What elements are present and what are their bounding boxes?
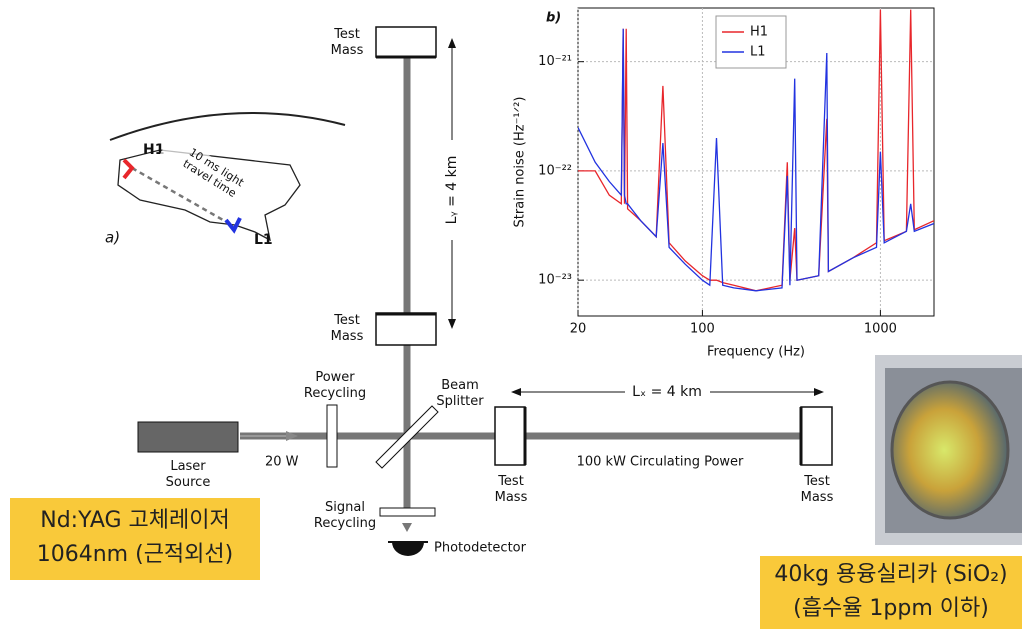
site-label: L1 xyxy=(254,232,273,248)
component-label: Beam Splitter xyxy=(436,378,484,409)
note-line: Nd:YAG 고체레이저 xyxy=(40,508,230,533)
arm-length-label: Lₓ = 4 km xyxy=(632,384,702,400)
photo-lens xyxy=(890,380,1010,520)
component-label: Test Mass xyxy=(800,474,834,505)
h1-detector xyxy=(122,158,135,180)
signal-recycling-mirror xyxy=(379,507,436,517)
note-line: 40kg 용융실리카 (SiO₂) xyxy=(774,562,1008,587)
arrow xyxy=(402,523,412,532)
photodetector-label: Photodetector xyxy=(434,541,527,556)
component-label: Signal Recycling xyxy=(313,500,377,531)
component-label: Test Mass xyxy=(494,474,528,505)
arm-length-label: Lᵧ = 4 km xyxy=(444,156,460,225)
test-mass xyxy=(800,406,833,466)
arrow xyxy=(511,388,521,396)
component-label: Laser Source xyxy=(165,459,211,490)
x-tick-label: 100 xyxy=(690,322,715,337)
note-line: (흡수율 1ppm 이하) xyxy=(793,596,989,621)
component-label: Power Recycling xyxy=(303,370,367,401)
mirror-note: 40kg 용융실리카 (SiO₂) (흡수율 1ppm 이하) xyxy=(760,556,1022,629)
y-tick-label: 10⁻²³ xyxy=(538,273,572,288)
laser-note: Nd:YAG 고체레이저 1064nm (근적외선) xyxy=(10,498,260,580)
photodetector xyxy=(392,542,424,556)
series-line xyxy=(578,9,934,292)
legend-label: L1 xyxy=(750,45,766,60)
us-outline xyxy=(117,149,301,242)
test-mass xyxy=(494,406,526,466)
component-label: Test Mass xyxy=(330,313,364,344)
light-path xyxy=(131,166,231,226)
test-mass xyxy=(375,312,437,346)
y-tick-label: 10⁻²¹ xyxy=(538,54,572,69)
x-tick-label: 1000 xyxy=(864,322,897,337)
y-axis-label: Strain noise (Hz⁻¹ᐟ²) xyxy=(513,97,528,228)
x-axis-label: Frequency (Hz) xyxy=(707,345,805,360)
interferometer: Lᵧ = 4 km Lₓ = 4 km 20 W 100 kW Circulat… xyxy=(137,26,833,556)
note-line: 1064nm (근적외선) xyxy=(36,542,234,567)
x-tick-label: 20 xyxy=(570,322,587,337)
power-label: 100 kW Circulating Power xyxy=(577,455,744,470)
power-recycling-mirror xyxy=(326,404,338,468)
laser-source xyxy=(137,421,239,453)
arrow xyxy=(814,388,824,396)
strain-chart: 20 100 1000 10⁻²³ 10⁻²² 10⁻²¹ Frequency (Hz) St… xyxy=(513,7,935,360)
legend-label: H1 xyxy=(750,25,768,40)
y-tick-label: 10⁻²² xyxy=(538,163,572,178)
label-bg xyxy=(625,382,710,402)
l1-detector xyxy=(224,217,242,234)
map-inset: H1 L1 a) xyxy=(105,112,346,248)
arrow xyxy=(286,431,298,441)
beam-splitter xyxy=(375,405,439,469)
globe-edge xyxy=(109,112,346,141)
arrow xyxy=(448,38,456,48)
label-bg xyxy=(440,140,464,240)
legend-box xyxy=(715,15,787,69)
panel-label: a) xyxy=(105,229,120,247)
component-label: Test Mass xyxy=(330,27,364,58)
panel-label: b) xyxy=(546,11,561,26)
mirror-photo xyxy=(875,355,1022,545)
test-mass xyxy=(375,26,437,58)
series-line xyxy=(578,28,934,292)
site-label: H1 xyxy=(143,142,164,158)
laser-power: 20 W xyxy=(265,455,299,470)
arrow xyxy=(448,319,456,329)
